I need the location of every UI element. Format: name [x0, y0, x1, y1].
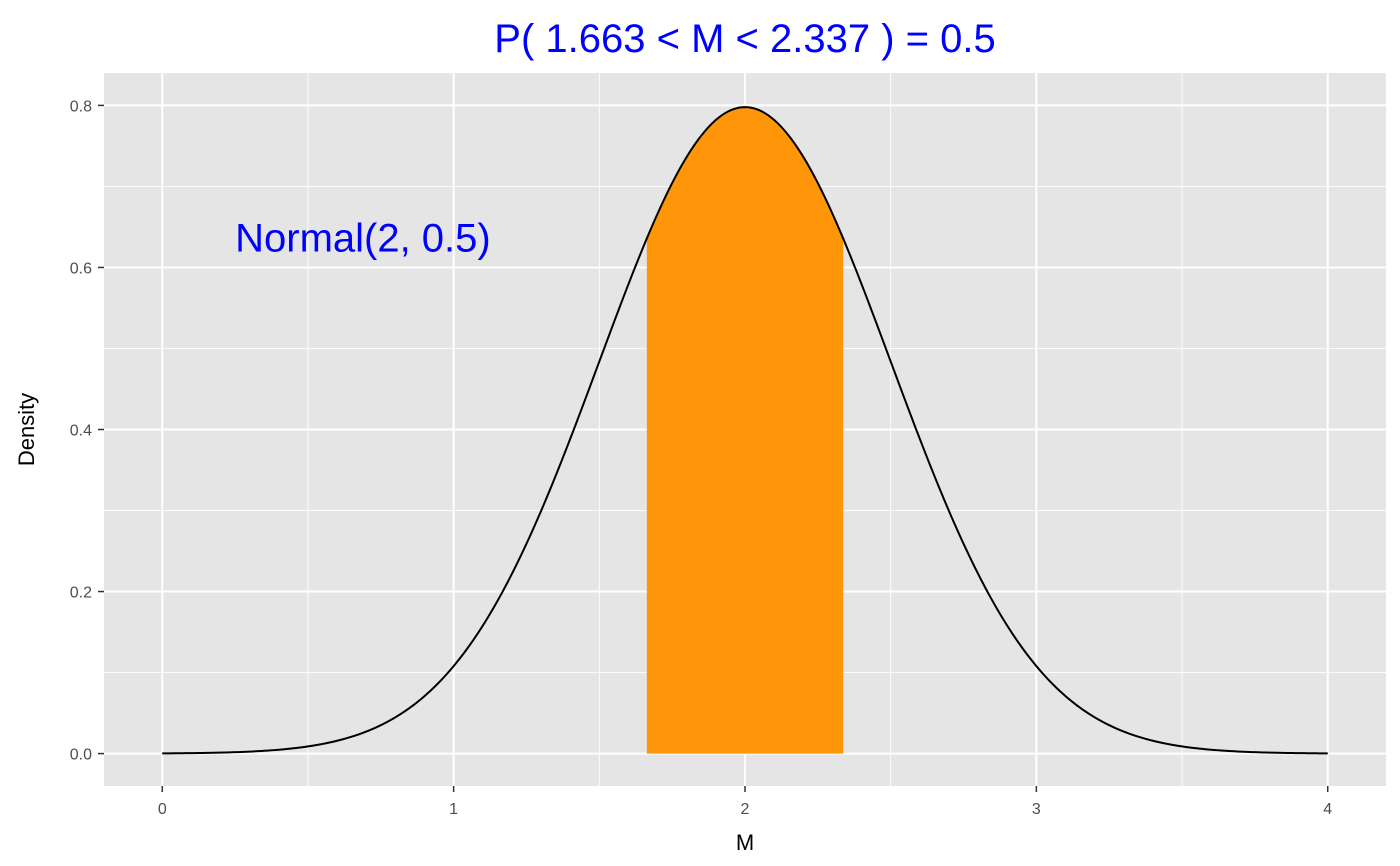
shaded-probability-region	[646, 107, 844, 754]
x-axis-title: M	[736, 830, 754, 855]
x-tick-label: 0	[158, 801, 167, 818]
y-tick-label: 0.2	[70, 585, 92, 602]
y-tick-label: 0.4	[70, 423, 92, 440]
y-tick-label: 0.6	[70, 260, 92, 277]
y-tick-label: 0.8	[70, 98, 92, 115]
x-axis-ticks: 0 1 2 3 4	[158, 786, 1332, 818]
x-tick-label: 2	[741, 801, 750, 818]
x-tick-label: 3	[1032, 801, 1041, 818]
chart-title: P( 1.663 < M < 2.337 ) = 0.5	[494, 17, 995, 61]
distribution-annotation: Normal(2, 0.5)	[235, 216, 491, 260]
x-tick-label: 4	[1323, 801, 1332, 818]
y-axis-title: Density	[14, 393, 39, 466]
y-axis-ticks: 0.0 0.2 0.4 0.6 0.8	[70, 98, 104, 764]
x-tick-label: 1	[449, 801, 458, 818]
density-curve	[162, 106, 1328, 755]
y-tick-label: 0.0	[70, 747, 92, 764]
